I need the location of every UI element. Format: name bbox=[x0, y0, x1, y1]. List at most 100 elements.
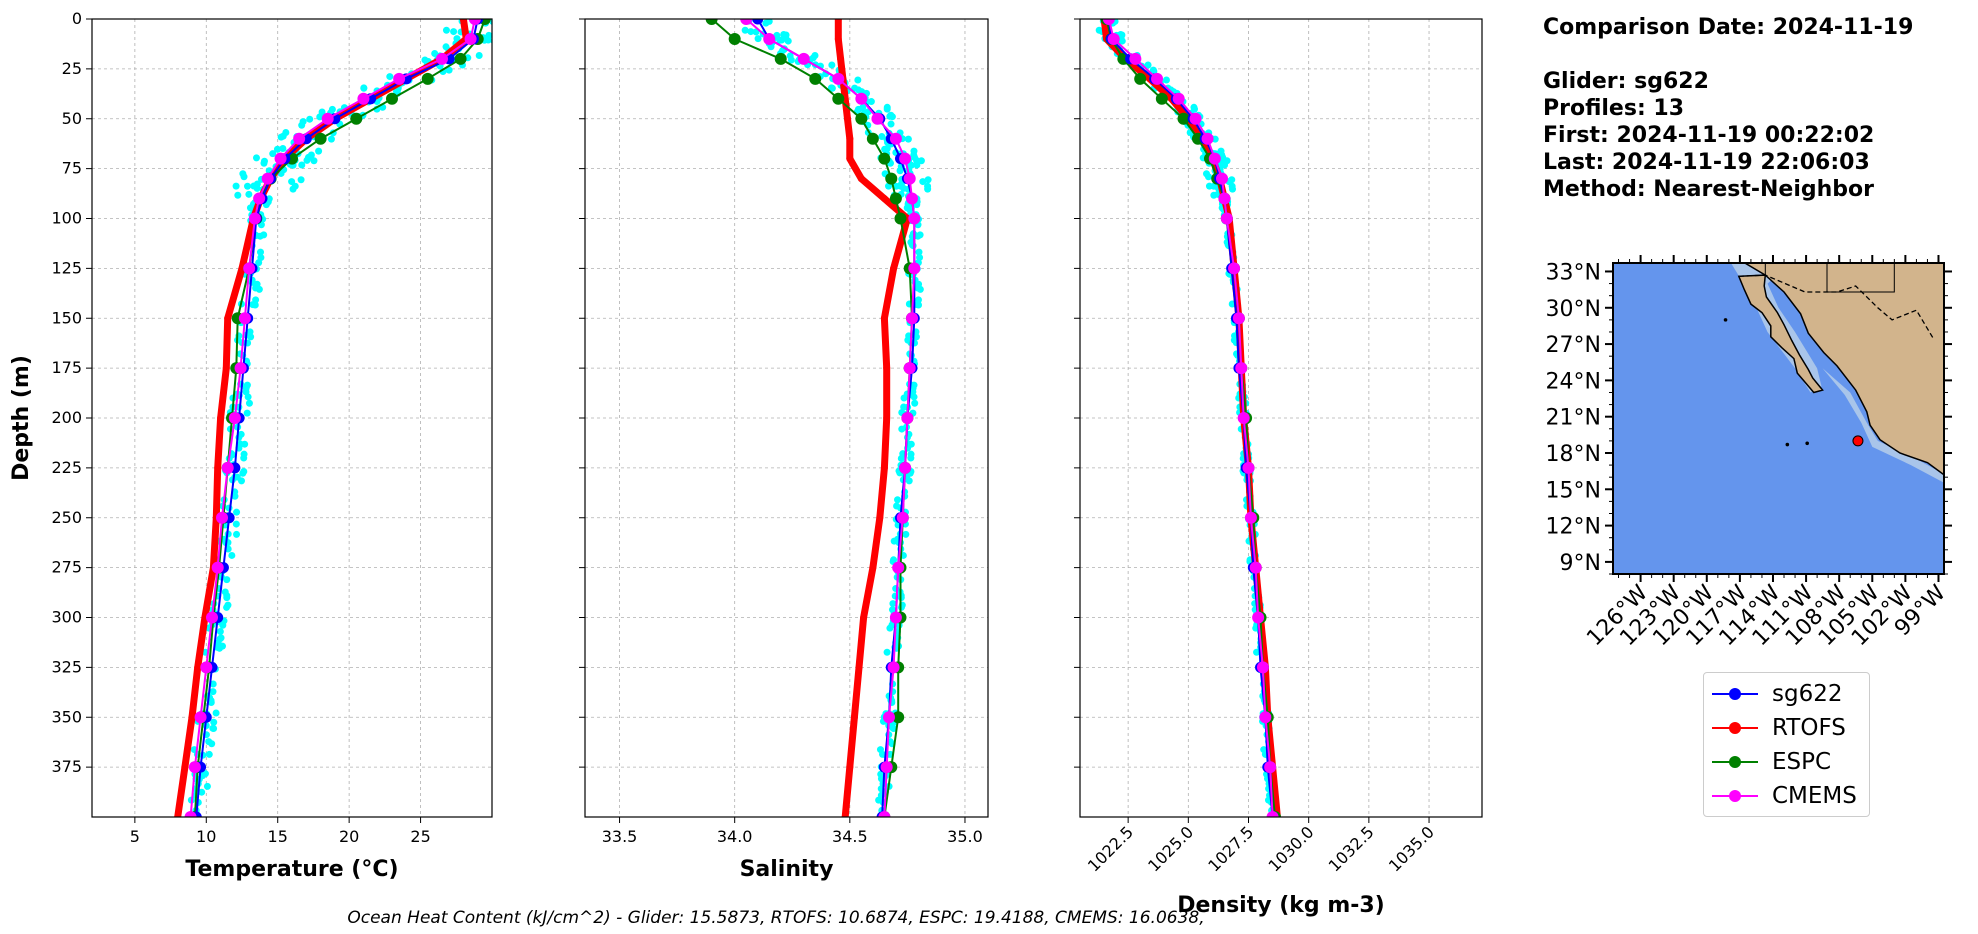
series-point-espc bbox=[774, 52, 787, 65]
raw-point bbox=[245, 190, 253, 198]
raw-point bbox=[889, 600, 897, 608]
raw-point bbox=[243, 409, 251, 417]
x-tick-label: 20 bbox=[339, 827, 359, 846]
ocean-heat-content-caption: Ocean Heat Content (kJ/cm^2) - Glider: 1… bbox=[347, 908, 1205, 928]
x-tick-label: 5 bbox=[130, 827, 140, 846]
series-point-cmems bbox=[357, 92, 370, 105]
series-point-rtofs bbox=[459, 19, 467, 23]
series-point-cmems bbox=[855, 92, 868, 105]
raw-point bbox=[906, 206, 914, 214]
series-point-cmems bbox=[908, 212, 921, 225]
raw-point bbox=[911, 399, 919, 407]
series-point-rtofs bbox=[841, 813, 849, 817]
raw-point bbox=[784, 37, 792, 45]
plot-area bbox=[1095, 19, 1281, 817]
y-tick-label: 25 bbox=[62, 59, 82, 78]
lat-tick-label: 30°N bbox=[1546, 297, 1601, 322]
raw-point bbox=[245, 399, 253, 407]
x-tick-label: 1030.0 bbox=[1264, 822, 1317, 875]
raw-point bbox=[279, 145, 287, 153]
raw-point bbox=[907, 454, 915, 462]
raw-point bbox=[223, 576, 231, 584]
y-tick-label: 275 bbox=[51, 558, 82, 577]
series-point-espc bbox=[350, 112, 363, 125]
series-point-rtofs bbox=[880, 195, 888, 203]
raw-point bbox=[208, 740, 216, 748]
series-point-sg622 bbox=[752, 19, 764, 25]
raw-point bbox=[291, 182, 299, 190]
raw-point bbox=[431, 49, 439, 57]
x-tick-label: 25 bbox=[410, 827, 430, 846]
series-point-cmems bbox=[436, 52, 448, 65]
series-point-cmems bbox=[906, 192, 919, 205]
lat-tick-label: 18°N bbox=[1546, 442, 1601, 467]
grid bbox=[92, 19, 492, 817]
x-tick-label: 1027.5 bbox=[1204, 822, 1257, 875]
series-point-cmems bbox=[832, 72, 845, 85]
series-point-cmems bbox=[228, 412, 241, 424]
series-point-cmems bbox=[216, 511, 228, 524]
raw-point bbox=[450, 28, 458, 36]
raw-point bbox=[1223, 157, 1231, 165]
raw-point bbox=[209, 688, 217, 696]
raw-point bbox=[233, 508, 241, 516]
raw-point bbox=[914, 296, 922, 304]
y-tick-label: 325 bbox=[51, 657, 82, 676]
raw-point bbox=[747, 28, 755, 36]
raw-point bbox=[888, 113, 896, 121]
raw-point bbox=[898, 425, 906, 433]
series-point-cmems bbox=[1216, 172, 1229, 185]
series-point-cmems bbox=[261, 172, 274, 185]
series-point-cmems bbox=[211, 561, 224, 574]
raw-point bbox=[1228, 176, 1236, 184]
mainland bbox=[1743, 263, 1944, 476]
raw-point bbox=[252, 296, 260, 304]
legend-label: CMEMS bbox=[1772, 783, 1857, 809]
series-point-rtofs bbox=[850, 713, 858, 721]
density-panel: 1022.5 1025.0 1027.5 1030.0 1032.5 1035.0Dens… bbox=[1074, 18, 1483, 918]
series-point-cmems bbox=[892, 561, 905, 574]
series-point-cmems bbox=[1107, 32, 1120, 45]
raw-point bbox=[233, 530, 241, 538]
raw-point bbox=[897, 454, 905, 462]
series-point-rtofs bbox=[855, 663, 863, 671]
raw-point bbox=[475, 52, 483, 60]
raw-point bbox=[223, 592, 231, 600]
raw-point bbox=[500, 31, 507, 38]
raw-point bbox=[765, 19, 773, 25]
raw-point bbox=[496, 34, 503, 41]
series-point-cmems bbox=[206, 611, 218, 624]
island bbox=[1723, 318, 1728, 322]
plot-area bbox=[705, 19, 932, 817]
raw-point bbox=[239, 469, 247, 477]
raw-point bbox=[240, 454, 248, 462]
series-point-cmems bbox=[899, 461, 912, 474]
raw-point bbox=[232, 182, 240, 190]
y-axis-label: Depth (m) bbox=[9, 355, 34, 481]
raw-point bbox=[260, 157, 268, 165]
series-point-espc bbox=[892, 711, 905, 724]
series-point-rtofs bbox=[883, 364, 891, 372]
series-point-cmems bbox=[887, 661, 900, 674]
raw-point bbox=[212, 709, 220, 717]
map-legend: sg622 RTOFS ESPC CMEMS bbox=[1703, 672, 1870, 817]
raw-point bbox=[265, 195, 273, 203]
raw-point bbox=[907, 440, 915, 448]
series-point-rtofs bbox=[846, 135, 854, 143]
y-tick-label: 150 bbox=[51, 308, 82, 327]
series-point-cmems bbox=[1201, 132, 1214, 145]
state-border bbox=[1826, 263, 1895, 293]
series-point-cmems bbox=[1208, 152, 1221, 165]
raw-point bbox=[1228, 182, 1236, 190]
series-point-cmems bbox=[871, 112, 884, 125]
raw-point bbox=[828, 61, 836, 69]
info-block: Comparison Date: 2024-11-19 Glider: sg62… bbox=[1543, 14, 1913, 203]
grid bbox=[585, 19, 988, 817]
series-point-espc bbox=[878, 152, 891, 165]
raw-point bbox=[252, 154, 260, 162]
raw-point bbox=[910, 151, 918, 159]
series-point-cmems bbox=[1218, 192, 1231, 205]
y-tick-label: 125 bbox=[51, 258, 82, 277]
series-point-cmems bbox=[1102, 19, 1115, 25]
raw-point bbox=[250, 182, 258, 190]
